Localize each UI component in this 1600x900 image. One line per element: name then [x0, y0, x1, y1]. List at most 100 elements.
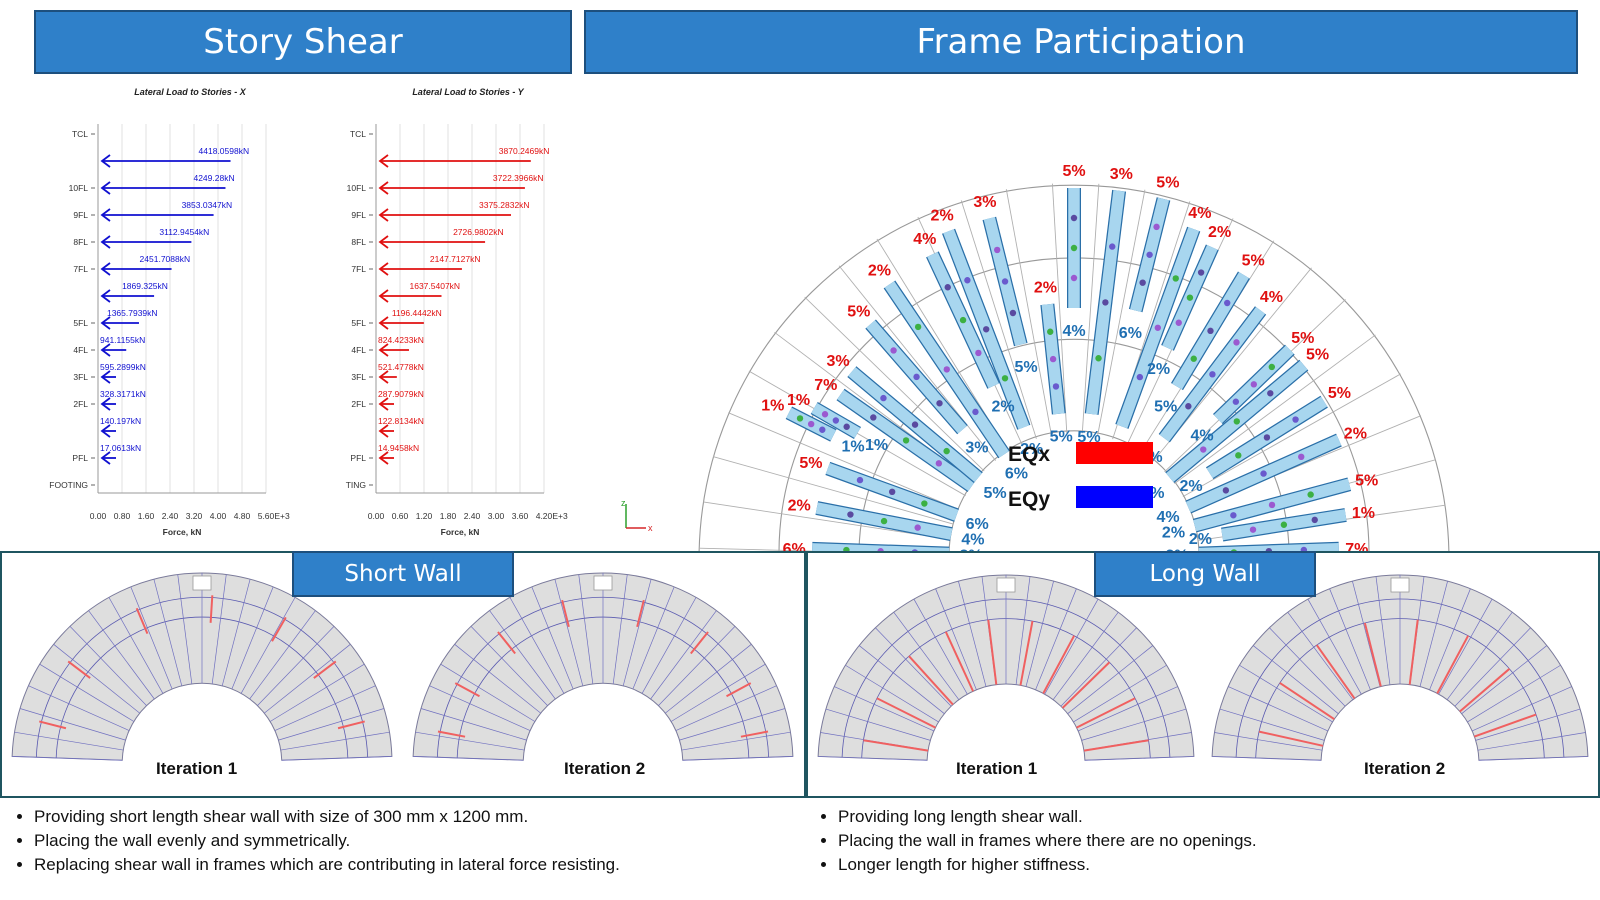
- beam-radial: [264, 644, 351, 714]
- wall-node: [1109, 243, 1116, 250]
- shear-wall-mark: [1019, 620, 1034, 686]
- x-tick-label: 3.20: [186, 511, 203, 521]
- eqx-percentage: 6%: [783, 541, 806, 552]
- wall-node: [1200, 446, 1207, 453]
- wall-node: [943, 366, 950, 373]
- arrow-head: [378, 289, 389, 303]
- eqy-percentage: 5%: [1050, 429, 1073, 446]
- beam-radial: [935, 588, 977, 690]
- arrow-head: [100, 451, 111, 465]
- beam-radial: [1015, 576, 1031, 685]
- shear-wall-mark: [908, 655, 954, 706]
- shear-wall-mark: [437, 730, 466, 738]
- axis-x-label: x: [648, 523, 653, 533]
- force-data-label: 140.197kN: [100, 416, 141, 426]
- beam-radial: [1084, 756, 1194, 761]
- eqy-percentage: 6%: [1119, 325, 1142, 342]
- wall-node: [1070, 244, 1078, 252]
- opening: [192, 575, 212, 591]
- x-tick-label: 4.20: [536, 511, 553, 521]
- grid-arc: [698, 184, 1450, 552]
- shear-wall-mark: [636, 599, 645, 628]
- eqx-percentage: 5%: [799, 455, 822, 472]
- force-data-label: 2147.7127kN: [430, 254, 481, 264]
- beam-radial: [658, 626, 736, 706]
- arrow-head: [100, 154, 111, 168]
- beam-radial: [280, 731, 390, 751]
- wall-node: [1047, 328, 1054, 335]
- eqy-percentage: 4%: [1190, 427, 1213, 444]
- wall-node: [1224, 299, 1231, 307]
- wall-node: [1186, 294, 1194, 301]
- grid-radial: [728, 412, 959, 510]
- beam-radial: [108, 597, 164, 694]
- shear-wall-mark: [1436, 635, 1470, 694]
- eqy-percentage: 5%: [984, 485, 1007, 502]
- eqx-percentage: 5%: [1328, 385, 1351, 402]
- force-data-label: 2451.7088kN: [140, 254, 191, 264]
- frame-participation-title: Frame Participation: [916, 22, 1246, 62]
- opening: [996, 577, 1016, 593]
- arrow-head: [378, 154, 389, 168]
- story-label: 5FL: [73, 318, 88, 328]
- short-wall-note: Placing the wall evenly and symmetricall…: [34, 829, 794, 853]
- shear-wall-mark: [987, 619, 998, 685]
- force-data-label: 14.9458kN: [378, 443, 419, 453]
- story-label: TING: [346, 480, 366, 490]
- wall-node: [1102, 299, 1109, 306]
- beam-radial: [257, 626, 335, 706]
- wall-node: [1052, 383, 1060, 390]
- x-tick-label: 3.60: [512, 511, 529, 521]
- beam-radial: [1228, 686, 1329, 732]
- wall-node: [1001, 278, 1009, 285]
- wall-node: [819, 426, 826, 433]
- frame-participation-header: Frame Participation: [584, 10, 1578, 74]
- legend-eqy-swatch: [1076, 486, 1153, 508]
- x-unit-suffix: E+3: [552, 511, 568, 521]
- story-label: 3FL: [351, 372, 366, 382]
- wall-node: [843, 546, 850, 552]
- frame-participation-diagram: 3%6%4%2%6%5%1%1%1%1%7%5%3%3%5%6%2%2%4%2%…: [621, 163, 1450, 552]
- wall-node: [880, 394, 887, 402]
- beam-radial: [1067, 645, 1154, 714]
- force-data-label: 941.1155kN: [100, 335, 145, 345]
- shear-wall: [810, 401, 861, 440]
- shear-wall: [1192, 477, 1352, 533]
- beam-radial: [858, 645, 945, 714]
- force-data-label: 1196.4442kN: [392, 308, 442, 318]
- x-tick-label: 0.00: [368, 511, 385, 521]
- force-data-label: 595.2899kN: [100, 362, 146, 372]
- x-tick-label: 4.80: [234, 511, 251, 521]
- story-shear-title: Story Shear: [203, 22, 403, 62]
- beam-radial: [650, 610, 717, 700]
- beam-radial: [429, 685, 531, 731]
- x-tick-label: 4.00: [210, 511, 227, 521]
- eqy-percentage: 6%: [1005, 466, 1028, 483]
- shear-wall: [865, 319, 968, 435]
- beam-radial: [69, 626, 147, 706]
- beam-radial: [913, 598, 968, 695]
- story-label: TCL: [72, 129, 88, 139]
- wall-node: [1311, 516, 1318, 524]
- beam-radial: [88, 610, 155, 700]
- short-wall-notes: Providing short length shear wall with s…: [12, 805, 794, 877]
- shear-wall: [1040, 303, 1066, 415]
- wall-node: [832, 417, 840, 424]
- shear-wall-mark: [876, 697, 936, 729]
- wall-node: [1268, 501, 1276, 509]
- x-axis-label: Force, kN: [163, 527, 202, 537]
- wall-node: [1009, 309, 1017, 317]
- wall-node: [902, 437, 910, 444]
- shear-wall-mark: [67, 660, 91, 679]
- shear-wall: [1221, 508, 1347, 542]
- x-tick-label: 3.00: [488, 511, 505, 521]
- beam-radial: [470, 626, 548, 706]
- beam-radial: [1467, 664, 1561, 723]
- beam-radial: [670, 663, 766, 722]
- wall-node: [1232, 398, 1240, 405]
- beam-radial: [1307, 598, 1362, 695]
- long-wall-iteration-1-label: Iteration 1: [956, 759, 1038, 778]
- shear-wall-mark: [1363, 622, 1382, 687]
- beam-radial: [211, 574, 227, 684]
- force-data-label: 3112.9454kN: [159, 227, 209, 237]
